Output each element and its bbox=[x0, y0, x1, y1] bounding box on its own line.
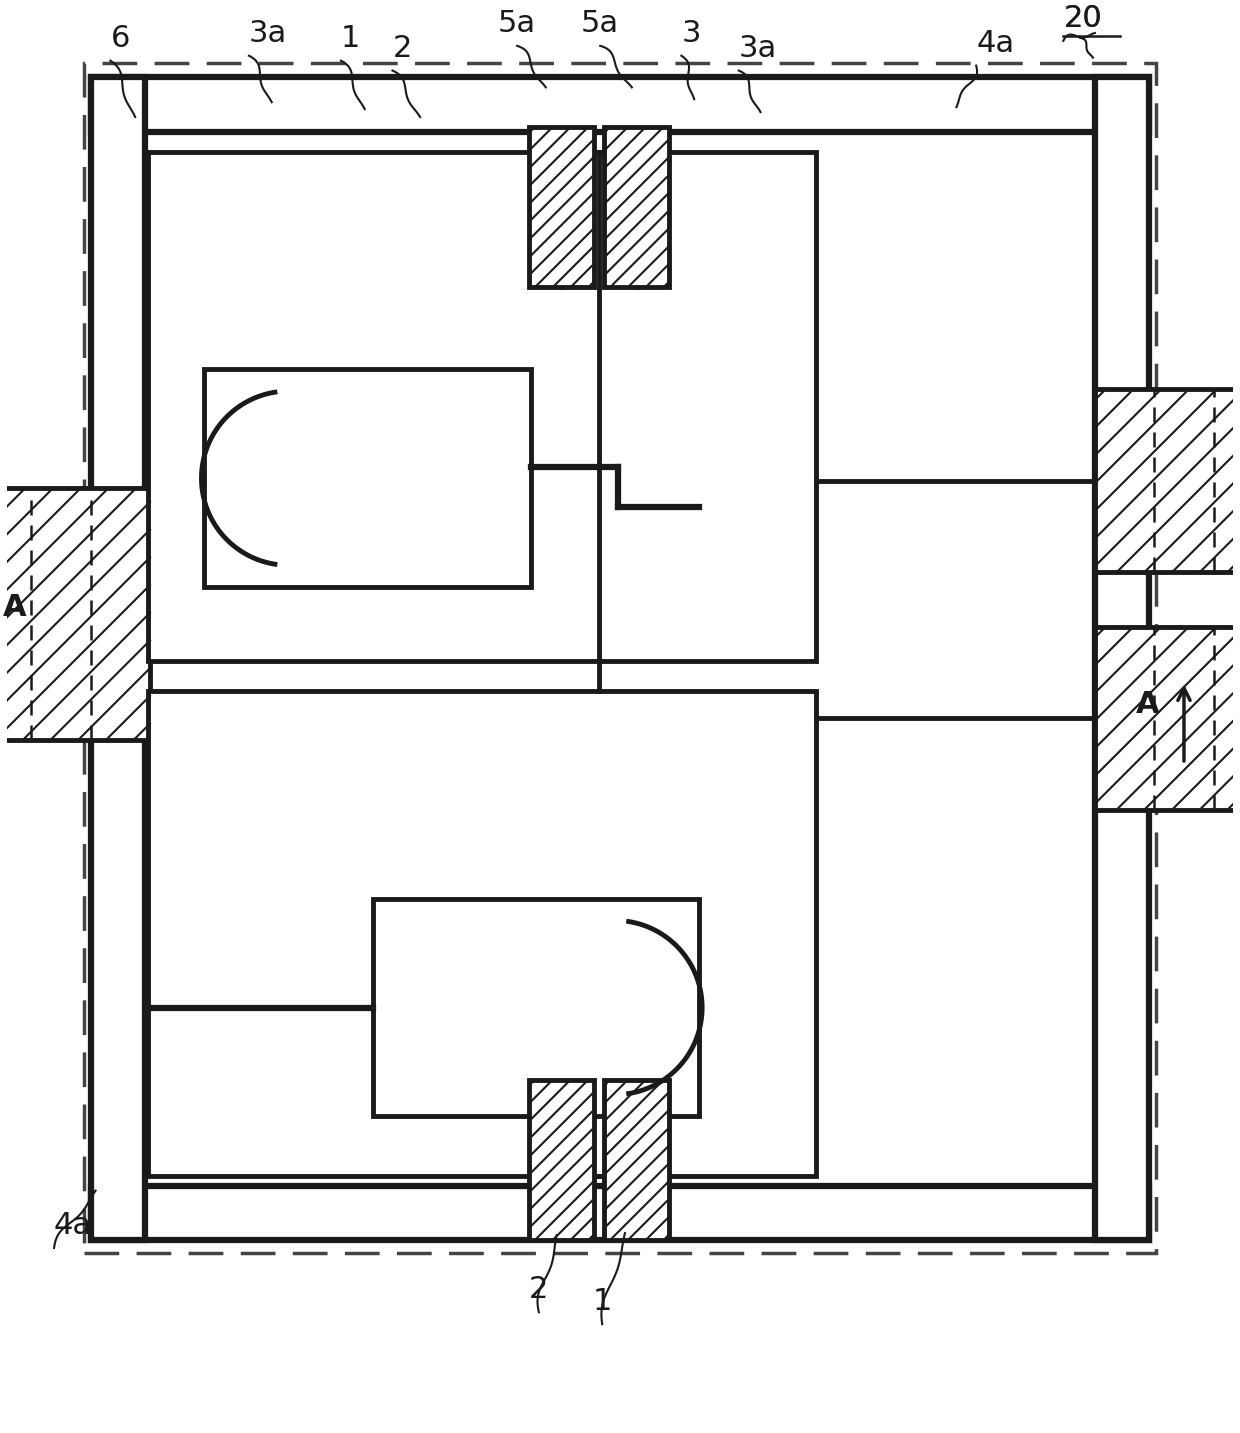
Text: 2: 2 bbox=[392, 33, 412, 63]
Text: 3: 3 bbox=[681, 19, 701, 47]
Text: 2: 2 bbox=[529, 1275, 548, 1304]
Text: 20: 20 bbox=[1063, 4, 1102, 33]
Bar bbox=[91, 1185, 1149, 1240]
Bar bbox=[84, 63, 1156, 1252]
Text: A: A bbox=[1136, 691, 1159, 719]
Bar bbox=[148, 152, 816, 661]
Text: 3a: 3a bbox=[249, 19, 288, 47]
Bar bbox=[529, 128, 594, 287]
Text: 3a: 3a bbox=[739, 33, 777, 63]
Text: 1: 1 bbox=[593, 1287, 611, 1317]
Text: 5a: 5a bbox=[582, 9, 619, 37]
Text: 4a: 4a bbox=[976, 29, 1014, 57]
Bar bbox=[145, 132, 1095, 1185]
Text: 6: 6 bbox=[110, 24, 130, 53]
Bar bbox=[1095, 626, 1240, 810]
Bar bbox=[91, 77, 1149, 132]
Bar bbox=[373, 898, 699, 1116]
Text: 1: 1 bbox=[341, 24, 361, 53]
Text: 20: 20 bbox=[1063, 4, 1102, 33]
Bar bbox=[604, 1080, 670, 1240]
Bar bbox=[205, 370, 531, 588]
Bar bbox=[91, 77, 145, 1240]
Text: A: A bbox=[2, 593, 26, 622]
Bar bbox=[1095, 390, 1240, 572]
Bar bbox=[148, 691, 816, 1175]
Text: 4a: 4a bbox=[55, 1211, 92, 1240]
Bar bbox=[529, 1080, 594, 1240]
Bar bbox=[1095, 77, 1149, 1240]
Bar bbox=[604, 128, 670, 287]
Bar bbox=[0, 489, 150, 741]
Text: 5a: 5a bbox=[498, 9, 536, 37]
